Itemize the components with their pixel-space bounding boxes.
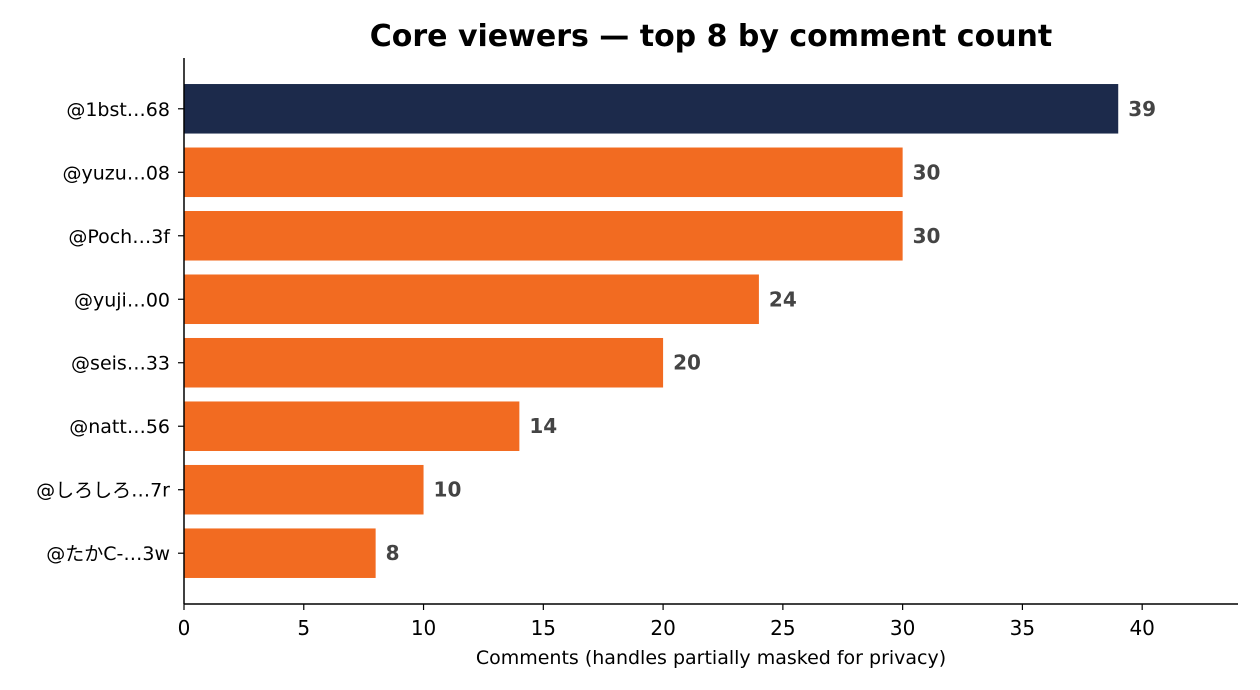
y-axis-ticks: @1bst…68 @yuzu…08 @Poch…3f @yuji…00 @seis…33… [36,99,184,565]
y-tick-label: @yuzu…08 [63,162,170,184]
x-axis-ticks: 0 5 10 15 20 25 30 35 40 [178,604,1155,640]
bar [184,147,903,198]
bar-value-label: 8 [386,541,400,565]
bar-value-label: 30 [913,160,941,184]
bar-value-label: 24 [769,287,797,311]
bar [184,401,520,451]
bar-value-label: 30 [913,224,941,248]
bar-value-label: 20 [673,351,701,375]
y-tick-label: @yuji…00 [74,289,170,311]
x-tick-label: 10 [411,616,436,640]
x-axis-label: Comments (handles partially masked for p… [476,647,946,669]
x-tick-label: 5 [297,616,310,640]
value-labels-group: 39 30 30 24 20 14 10 8 [386,97,1156,565]
bar [184,274,759,325]
bar [184,211,903,261]
bars-group [184,84,1119,578]
bar [184,84,1119,134]
bar [184,528,376,578]
x-tick-label: 0 [178,616,191,640]
chart-title: Core viewers — top 8 by comment count [370,19,1053,54]
bar [184,464,424,515]
x-tick-label: 30 [890,616,915,640]
y-tick-label: @Poch…3f [68,226,171,248]
y-tick-label: @しろしろ…7r [36,480,170,502]
x-tick-label: 15 [531,616,556,640]
x-tick-label: 40 [1129,616,1154,640]
y-tick-label: @1bst…68 [66,99,170,121]
y-tick-label: @natt…56 [69,416,170,438]
bar-value-label: 10 [434,478,462,502]
x-tick-label: 25 [770,616,795,640]
bar-value-label: 14 [529,414,557,438]
y-tick-label: @seis…33 [71,353,170,375]
bar [184,337,664,388]
bar-value-label: 39 [1128,97,1156,121]
y-tick-label: @たかC-…3w [46,543,170,565]
x-tick-label: 20 [650,616,675,640]
x-tick-label: 35 [1010,616,1035,640]
